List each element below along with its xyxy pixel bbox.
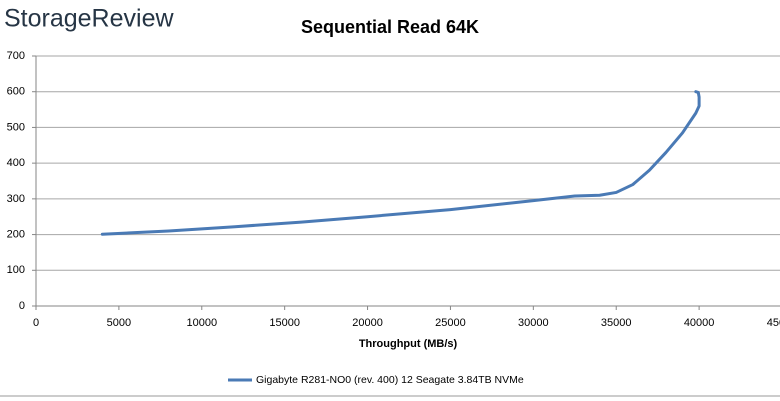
- x-axis-label: Throughput (MB/s): [359, 338, 458, 350]
- logo: StorageReview: [4, 5, 174, 33]
- x-tick-label: 20000: [352, 317, 383, 329]
- x-tick-label: 35000: [601, 317, 632, 329]
- y-tick-label: 0: [19, 300, 25, 312]
- x-tick-label: 40000: [684, 317, 715, 329]
- x-tick-label: 30000: [518, 317, 549, 329]
- legend-label: Gigabyte R281-NO0 (rev. 400) 12 Seagate …: [256, 374, 524, 386]
- x-tick-label: 0: [33, 317, 39, 329]
- x-tick-label: 15000: [269, 317, 300, 329]
- x-tick-label: 45000: [767, 317, 780, 329]
- y-tick-label: 700: [7, 50, 25, 62]
- y-tick-label: 300: [7, 193, 25, 205]
- series-line: [100, 90, 701, 236]
- chart-title: Sequential Read 64K: [301, 17, 479, 37]
- x-tick-label: 5000: [107, 317, 131, 329]
- y-tick-label: 500: [7, 121, 25, 133]
- y-tick-label: 600: [7, 86, 25, 98]
- y-tick-label: 200: [7, 228, 25, 240]
- y-tick-label: 400: [7, 157, 25, 169]
- x-tick-label: 10000: [186, 317, 217, 329]
- x-tick-label: 25000: [435, 317, 466, 329]
- y-tick-label: 100: [7, 264, 25, 276]
